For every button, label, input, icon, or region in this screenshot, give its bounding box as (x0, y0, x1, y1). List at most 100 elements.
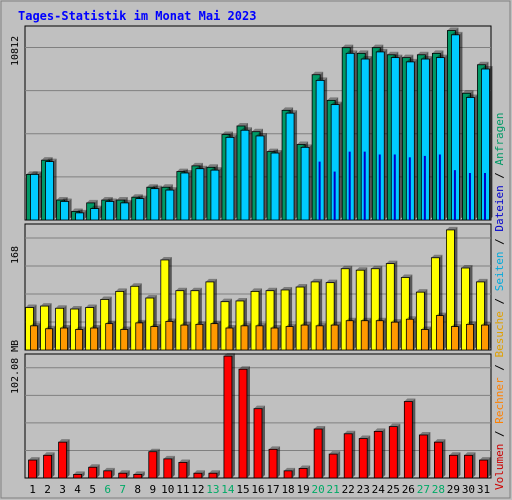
pages-bar-side (54, 159, 57, 220)
day-label: 13 (206, 483, 219, 496)
volume-bar (479, 460, 487, 478)
day-label: 21 (327, 483, 340, 496)
hosts-bar-side (323, 323, 326, 350)
hosts-bar (256, 326, 263, 350)
volume-bar (329, 454, 337, 478)
day-label: 9 (149, 483, 156, 496)
requests-axis-max-label: 10812 (10, 36, 21, 66)
hosts-bar-side (98, 325, 101, 350)
legend-item-dateien: Dateien (493, 185, 506, 231)
legend-item-rechner: Rechner (493, 377, 506, 424)
pages-bar-side (399, 55, 402, 220)
hosts-bar (76, 330, 83, 351)
volume-bar (164, 459, 172, 478)
hosts-bar (46, 329, 53, 350)
volume-bar (449, 455, 457, 478)
hosts-bar-side (473, 321, 476, 350)
pages-bar (271, 153, 279, 220)
hosts-bar (286, 327, 293, 350)
pages-bar-side (264, 133, 267, 220)
pages-bar-side (354, 50, 357, 220)
pages-bar (61, 201, 69, 220)
pages-bar (91, 209, 99, 220)
volume-bar-side (322, 426, 325, 478)
visits-panel: 168 (10, 224, 491, 350)
pages-bar-side (204, 166, 207, 220)
volume-bar-side (247, 366, 250, 478)
hosts-bar-side (353, 318, 356, 350)
pages-bar (256, 136, 264, 220)
day-label: 23 (357, 483, 370, 496)
volume-bar-side (457, 452, 460, 478)
day-label: 6 (104, 483, 111, 496)
day-label: 3 (59, 483, 66, 496)
hosts-bar (481, 325, 488, 350)
legend-separator: / (493, 165, 506, 185)
day-label: 27 (417, 483, 430, 496)
hosts-bar (151, 327, 158, 350)
hosts-bar (91, 328, 98, 350)
volume-bar-side (442, 439, 445, 478)
pages-bar (106, 201, 114, 220)
hosts-bar-side (143, 320, 146, 350)
files-bar (439, 154, 441, 220)
pages-bar-side (369, 56, 372, 220)
volume-bar-side (172, 456, 175, 478)
day-label: 24 (372, 483, 386, 496)
hosts-bar-side (188, 322, 191, 350)
volume-bar-side (277, 446, 280, 478)
legend-separator: / (493, 424, 506, 444)
volume-bar-side (382, 428, 385, 478)
pages-bar-side (444, 55, 447, 220)
pages-bar (166, 190, 174, 220)
pages-bar (301, 147, 309, 220)
volume-bar-side (472, 452, 475, 478)
pages-bar (196, 169, 204, 220)
hosts-bar (166, 321, 173, 350)
volume-bar (434, 442, 442, 478)
hosts-bar (346, 321, 353, 350)
volume-bar (299, 468, 307, 478)
pages-bar-side (39, 171, 42, 220)
day-label: 30 (462, 483, 475, 496)
volume-bar (104, 471, 112, 478)
day-label: 11 (176, 483, 189, 496)
day-label: 19 (296, 483, 309, 496)
legend-separator: / (493, 232, 506, 252)
files-bar (334, 172, 336, 220)
day-label: 16 (251, 483, 264, 496)
day-label: 1 (29, 483, 36, 496)
volume-bar (404, 402, 412, 478)
day-label: 7 (119, 483, 126, 496)
hosts-bar-side (158, 324, 161, 350)
volume-panel: 102.08 MB (10, 340, 491, 478)
hosts-bar (181, 325, 188, 350)
pages-bar (226, 137, 234, 220)
day-label: 26 (402, 483, 415, 496)
pages-bar (31, 174, 39, 220)
files-bar (364, 152, 366, 220)
hosts-bar (136, 323, 143, 350)
hosts-bar (316, 326, 323, 350)
pages-bar-side (234, 134, 237, 220)
pages-bar-side (189, 170, 192, 220)
volume-bar (209, 473, 217, 478)
hosts-bar (61, 328, 68, 350)
day-label: 8 (134, 483, 141, 496)
hosts-bar-side (233, 325, 236, 350)
hosts-bar (466, 324, 473, 350)
volume-bar (194, 473, 202, 478)
files-bar (394, 154, 396, 220)
pages-bar (46, 162, 54, 220)
hosts-bar-side (173, 318, 176, 350)
volume-axis-max-label: 102.08 MB (10, 340, 21, 394)
volume-bar (464, 455, 472, 478)
volume-bar-side (187, 459, 190, 478)
files-bar (409, 157, 411, 220)
day-label: 2 (44, 483, 51, 496)
volume-bar (389, 427, 397, 478)
volume-bar (254, 409, 262, 478)
volume-bar-side (337, 451, 340, 478)
hosts-bar (301, 325, 308, 350)
